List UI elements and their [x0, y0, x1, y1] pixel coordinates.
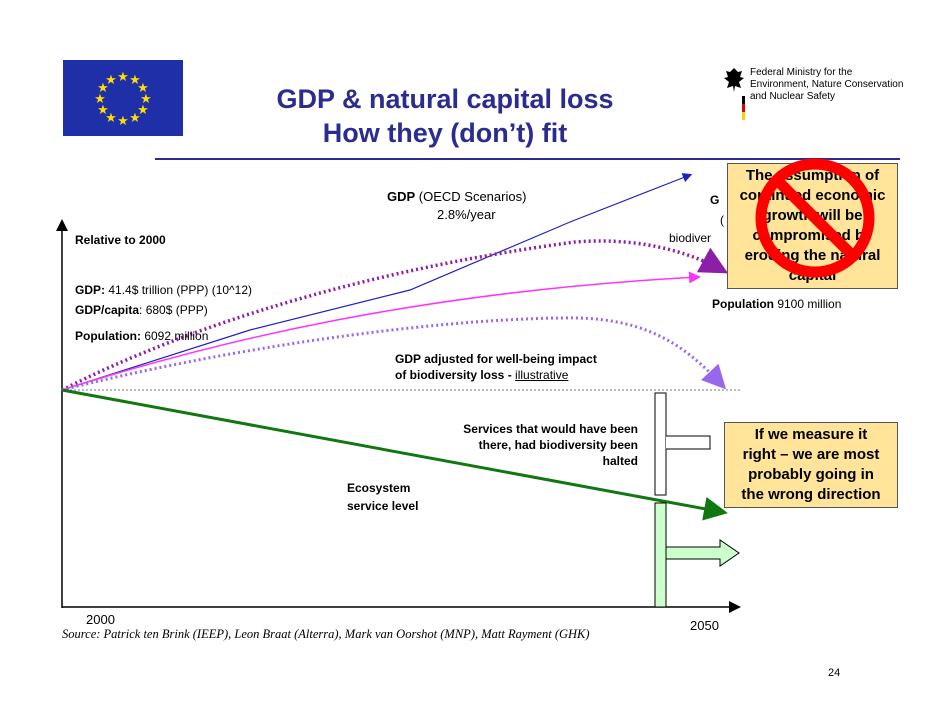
ministry-line-1: Federal Ministry for the [750, 67, 853, 78]
federal-eagle-icon [724, 68, 745, 120]
services-line-2: there, had biodiversity been [478, 438, 638, 452]
ecosystem-bar [654, 502, 667, 608]
gdp-oecd-label: GDP (OECD Scenarios) [387, 188, 526, 206]
ecosystem-line [61, 388, 728, 521]
gdp-adjusted-line-2-text: of biodiversity loss - [395, 368, 516, 382]
svg-text:★: ★ [117, 70, 129, 85]
gdp-2050-label-fragment: G [710, 193, 720, 207]
gdp-2050-paren-fragment: ( [720, 213, 724, 227]
services-arrow [666, 435, 711, 450]
ministry-line-3: and Nuclear Safety [750, 91, 836, 102]
population-2050-value: 9100 million [774, 297, 842, 311]
gdp-dotted-lower [61, 316, 727, 392]
gdpcap-2000-key: GDP/capita [75, 303, 140, 317]
ministry-logo: Federal Ministry for the Environment, Na… [722, 64, 922, 120]
svg-text:★: ★ [117, 114, 129, 129]
ecosystem-label: Ecosystem service level [347, 479, 418, 515]
services-line-1: Services that would have been [463, 422, 638, 436]
services-bar [654, 392, 667, 496]
page-number: 24 [828, 667, 841, 679]
slide-title: GDP & natural capital loss How they (don… [200, 82, 690, 150]
gdpcap-2000-label: GDP/capita: 680$ (PPP) [75, 302, 208, 318]
illustrative-note: illustrative [515, 368, 569, 382]
population-2050-key: Population [712, 297, 774, 311]
ministry-line-2: Environment, Nature Conservation [750, 79, 904, 90]
ecosystem-line-1: Ecosystem [347, 481, 411, 495]
measurement-line-2: right – we are most [742, 446, 880, 463]
gdp-line [61, 173, 693, 391]
assumption-line-4: compromised by [752, 227, 873, 244]
assumption-line-6: capital [788, 267, 837, 284]
gdp-oecd-key: GDP [387, 189, 416, 204]
gdp-adjusted-line-2: of biodiversity loss - illustrative [395, 367, 597, 383]
population-2000-value: 6092 million [141, 329, 209, 343]
gdp-adjusted-label: GDP adjusted for well-being impact of bi… [395, 351, 597, 383]
svg-text:★: ★ [140, 92, 152, 107]
assumption-line-3: growth will be [762, 207, 863, 224]
ecosystem-line-2: service level [347, 499, 419, 513]
measurement-line-1: If we measure it [754, 426, 868, 443]
population-line [61, 271, 701, 391]
ecosystem-arrow [665, 539, 740, 567]
svg-text:★: ★ [97, 103, 109, 118]
svg-text:★: ★ [129, 73, 141, 88]
assumption-line-1: The assumption of [745, 167, 880, 184]
biodiversity-label-fragment: biodiver [669, 231, 712, 245]
axis-end-year: 2050 [690, 618, 719, 633]
services-label: Services that would have been there, had… [420, 421, 638, 469]
gdp-2000-key: GDP: [75, 283, 105, 297]
measurement-line-4: the wrong direction [741, 486, 881, 503]
eu-stars: ★ ★★ ★★★ ★★★ ★★★ [94, 70, 152, 129]
gdp-2000-value: 41.4$ trillion (PPP) (10^12) [105, 283, 253, 297]
measurement-line-3: probably going in [748, 466, 874, 483]
svg-text:★: ★ [137, 103, 149, 118]
svg-text:★: ★ [94, 92, 106, 107]
svg-text:★: ★ [129, 111, 141, 126]
eu-flag-icon: ★ ★ ★ ★ ★ ★ ★ ★ ★ ★ ★ ★ [63, 60, 183, 136]
gdp-adjusted-line-1: GDP adjusted for well-being impact [395, 352, 597, 366]
population-2000-label: Population: 6092 million [75, 328, 208, 344]
header-rule [155, 158, 900, 160]
gdp-2000-label: GDP: 41.4$ trillion (PPP) (10^12) [75, 282, 252, 298]
title-line-2: How they (don’t) fit [322, 118, 568, 148]
assumption-callout: The assumption of continued economic gro… [727, 163, 898, 289]
relative-label: Relative to 2000 [75, 233, 166, 247]
measurement-callout: If we measure it right – we are most pro… [724, 422, 898, 508]
assumption-line-5: eroding the natural [744, 247, 881, 264]
axis-start-year: 2000 [86, 612, 115, 627]
gdpcap-2000-value: : 680$ (PPP) [139, 303, 208, 317]
services-line-3: halted [602, 454, 638, 468]
assumption-line-2: continued economic [739, 187, 886, 204]
gdp-oecd-scenario: (OECD Scenarios) [415, 189, 527, 204]
source-citation: Source: Patrick ten Brink (IEEP), Leon B… [62, 627, 590, 641]
svg-text:★: ★ [97, 81, 109, 96]
title-line-1: GDP & natural capital loss [276, 84, 614, 114]
svg-text:★: ★ [137, 81, 149, 96]
gdp-growth-rate: 2.8%/year [437, 207, 496, 222]
svg-text:★: ★ [105, 73, 117, 88]
svg-text:★: ★ [105, 111, 117, 126]
population-2000-key: Population: [75, 329, 141, 343]
population-2050-label: Population 9100 million [712, 296, 841, 312]
